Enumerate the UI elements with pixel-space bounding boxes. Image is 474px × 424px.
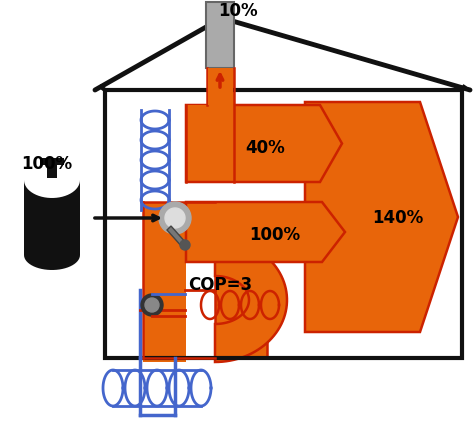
Polygon shape <box>186 105 342 182</box>
Polygon shape <box>167 226 187 248</box>
Text: 10%: 10% <box>218 2 258 20</box>
Bar <box>105 90 462 358</box>
Circle shape <box>165 208 185 228</box>
Polygon shape <box>305 102 458 332</box>
Bar <box>143 202 186 362</box>
Circle shape <box>145 298 159 312</box>
Text: 100%: 100% <box>21 155 73 173</box>
Bar <box>186 105 208 145</box>
Text: 140%: 140% <box>373 209 424 227</box>
Circle shape <box>141 294 163 316</box>
Text: 100%: 100% <box>249 226 301 244</box>
Bar <box>208 68 233 105</box>
Polygon shape <box>215 238 287 362</box>
Bar <box>215 260 267 358</box>
Polygon shape <box>186 202 345 262</box>
Bar <box>40 158 64 165</box>
Circle shape <box>159 202 191 234</box>
Text: 40%: 40% <box>245 139 285 157</box>
Circle shape <box>180 240 190 250</box>
Bar <box>206 2 234 68</box>
Bar <box>47 162 57 178</box>
Text: COP=3: COP=3 <box>188 276 252 294</box>
Polygon shape <box>24 180 80 270</box>
Bar <box>207 68 234 150</box>
